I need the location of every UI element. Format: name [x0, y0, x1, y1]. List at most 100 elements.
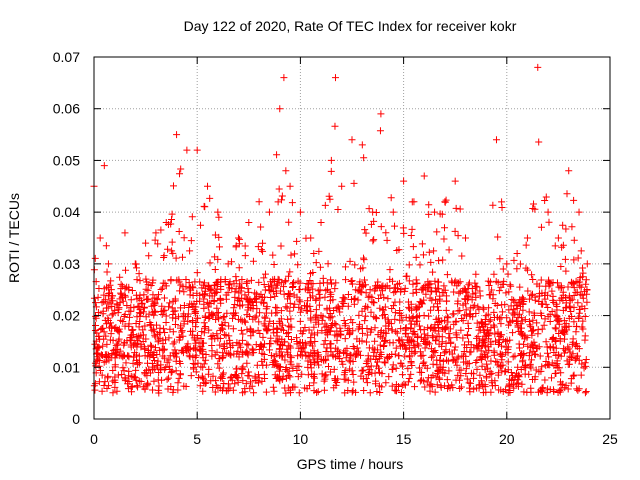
scatter-point [429, 371, 437, 379]
scatter-point [94, 309, 102, 317]
scatter-point [362, 302, 370, 310]
scatter-point [166, 325, 174, 333]
scatter-point [258, 349, 266, 357]
scatter-point [542, 193, 550, 201]
scatter-point [570, 236, 578, 244]
scatter-point [109, 336, 117, 344]
scatter-point [206, 292, 214, 300]
scatter-point [528, 271, 536, 279]
scatter-point [348, 277, 356, 285]
scatter-point [557, 369, 565, 377]
x-tick-label: 25 [602, 431, 618, 447]
scatter-point [485, 346, 493, 354]
scatter-point [421, 362, 429, 370]
scatter-point [180, 234, 188, 242]
scatter-point [395, 246, 403, 254]
scatter-point [490, 308, 498, 316]
scatter-point [499, 336, 507, 344]
scatter-point [283, 350, 291, 358]
scatter-point [211, 388, 219, 396]
scatter-point [339, 294, 347, 302]
scatter-point [460, 285, 468, 293]
scatter-point [506, 389, 514, 397]
scatter-point [348, 367, 356, 375]
scatter-point [109, 367, 117, 375]
scatter-point [286, 352, 294, 360]
scatter-point [432, 337, 440, 345]
scatter-point [201, 284, 209, 292]
scatter-point [238, 370, 246, 378]
scatter-point [277, 307, 285, 315]
scatter-point [388, 305, 396, 313]
scatter-point [575, 309, 583, 317]
scatter-point [492, 337, 500, 345]
scatter-point [129, 373, 137, 381]
scatter-point [187, 237, 195, 245]
scatter-point [381, 359, 389, 367]
scatter-point [555, 364, 563, 372]
scatter-point [327, 167, 335, 175]
scatter-point [567, 279, 575, 287]
scatter-point [190, 344, 198, 352]
scatter-point [154, 338, 162, 346]
scatter-point [127, 303, 135, 311]
scatter-point [448, 279, 456, 287]
scatter-point [563, 190, 571, 198]
scatter-point [363, 331, 371, 339]
scatter-point [288, 199, 296, 207]
scatter-point [119, 364, 127, 372]
y-axis-ticks: 0 0.01 0.02 0.03 0.04 0.05 0.06 0.07 [53, 49, 610, 427]
scatter-point [467, 379, 475, 387]
scatter-point [522, 264, 530, 272]
scatter-point [562, 225, 570, 233]
scatter-point [182, 346, 190, 354]
scatter-point [315, 301, 323, 309]
scatter-point [388, 382, 396, 390]
scatter-point [192, 352, 200, 360]
scatter-point [456, 306, 464, 314]
scatter-point [542, 338, 550, 346]
scatter-point [135, 323, 143, 331]
scatter-point [494, 233, 502, 241]
scatter-point [269, 383, 277, 391]
scatter-point [315, 247, 323, 255]
scatter-point [407, 358, 415, 366]
scatter-point [517, 350, 525, 358]
scatter-point [370, 348, 378, 356]
scatter-point [370, 236, 378, 244]
scatter-point [478, 342, 486, 350]
scatter-point [552, 369, 560, 377]
scatter-point [488, 369, 496, 377]
scatter-point [407, 370, 415, 378]
scatter-point [574, 386, 582, 394]
scatter-point [535, 282, 543, 290]
scatter-point [111, 306, 119, 314]
scatter-point [460, 347, 468, 355]
scatter-point [274, 198, 282, 206]
scatter-point [381, 303, 389, 311]
scatter-point [260, 355, 268, 363]
scatter-point [94, 293, 102, 301]
scatter-point [398, 316, 406, 324]
scatter-point [123, 301, 131, 309]
scatter-point [132, 291, 140, 299]
scatter-point [419, 283, 427, 291]
scatter-point [359, 329, 367, 337]
scatter-point [192, 303, 200, 311]
scatter-point [573, 323, 581, 331]
scatter-point [476, 287, 484, 295]
scatter-point [98, 351, 106, 359]
scatter-point [139, 383, 147, 391]
scatter-point [525, 308, 533, 316]
scatter-point [121, 322, 129, 330]
scatter-point [459, 334, 467, 342]
scatter-point [522, 362, 530, 370]
scatter-point [272, 337, 280, 345]
scatter-point [384, 354, 392, 362]
y-tick-label: 0.02 [53, 308, 80, 324]
scatter-point [128, 286, 136, 294]
scatter-point [476, 371, 484, 379]
scatter-point [171, 307, 179, 315]
scatter-point [427, 258, 435, 266]
scatter-point [518, 380, 526, 388]
